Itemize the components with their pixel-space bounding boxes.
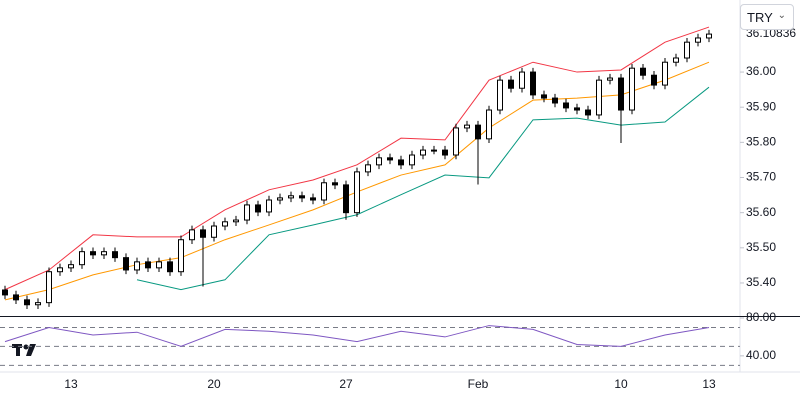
y-tick-label: 35.40 bbox=[746, 275, 776, 289]
candle-body bbox=[497, 79, 503, 111]
candle-body bbox=[618, 77, 624, 111]
y-tick-label: 35.70 bbox=[746, 170, 776, 184]
candle-body bbox=[233, 219, 239, 223]
candle-body bbox=[453, 127, 459, 156]
candle-body bbox=[585, 109, 591, 116]
candle-body bbox=[123, 257, 129, 271]
candle-body bbox=[288, 195, 294, 199]
y-tick-label: 35.50 bbox=[746, 240, 776, 254]
candle-body bbox=[167, 261, 173, 273]
candle-body bbox=[640, 67, 646, 76]
currency-select[interactable]: TRY ⌄ bbox=[740, 4, 794, 30]
candle-body bbox=[574, 107, 580, 111]
candle-body bbox=[13, 294, 19, 301]
candle-body bbox=[684, 41, 690, 59]
candle-body bbox=[310, 197, 316, 201]
candle-body bbox=[431, 149, 437, 152]
candle-body bbox=[35, 302, 41, 306]
x-tick-label: Feb bbox=[468, 377, 489, 391]
candle-body bbox=[112, 251, 118, 259]
chevron: ⌄ bbox=[777, 10, 786, 21]
x-tick-label: 27 bbox=[339, 377, 353, 391]
candle-body bbox=[222, 221, 228, 227]
y-tick-label: 35.90 bbox=[746, 99, 776, 113]
candle-body bbox=[596, 79, 602, 116]
candle-body bbox=[673, 57, 679, 63]
x-tick-label: 10 bbox=[614, 377, 628, 391]
candle-body bbox=[255, 204, 261, 213]
candle-body bbox=[508, 79, 514, 89]
candle-body bbox=[475, 124, 481, 140]
candle-body bbox=[519, 71, 525, 89]
rsi-line bbox=[4, 325, 710, 347]
candle-body bbox=[178, 239, 184, 273]
y-tick-label: 36.00 bbox=[746, 64, 776, 78]
candle-body bbox=[277, 197, 283, 201]
candle-body bbox=[46, 271, 52, 304]
candle-body bbox=[541, 94, 547, 99]
x-tick-label: 13 bbox=[64, 377, 78, 391]
candle-body bbox=[321, 182, 327, 201]
candle-body bbox=[266, 199, 272, 213]
candle-body bbox=[101, 251, 107, 256]
candle-body bbox=[387, 157, 393, 161]
y-tick-label: 40.00 bbox=[746, 348, 776, 362]
x-tick-label: 20 bbox=[207, 377, 221, 391]
candle-body bbox=[343, 184, 349, 214]
candle-body bbox=[90, 251, 96, 256]
band-line bbox=[4, 26, 710, 291]
candle-body bbox=[420, 149, 426, 156]
candle-body bbox=[629, 67, 635, 111]
candle-body bbox=[409, 154, 415, 166]
candle-body bbox=[607, 77, 613, 81]
candle-body bbox=[706, 33, 712, 39]
candle-body bbox=[651, 74, 657, 86]
candle-body bbox=[68, 264, 74, 269]
candle-body bbox=[134, 261, 140, 271]
candle-body bbox=[563, 102, 569, 109]
y-tick-label: 35.80 bbox=[746, 135, 776, 149]
candle-body bbox=[552, 97, 558, 104]
candle-body bbox=[145, 261, 151, 269]
candle-body bbox=[244, 204, 250, 221]
currency-label: TRY bbox=[747, 9, 773, 25]
candle-body bbox=[365, 164, 371, 173]
candle-body bbox=[695, 37, 701, 43]
candle-body bbox=[189, 229, 195, 241]
candle-body bbox=[211, 225, 217, 238]
candle-body bbox=[57, 267, 63, 273]
candle-body bbox=[354, 171, 360, 214]
candle-body bbox=[2, 289, 8, 296]
band-line bbox=[136, 86, 710, 291]
y-tick-label: 35.60 bbox=[746, 205, 776, 219]
candle-body bbox=[79, 251, 85, 266]
candle-body bbox=[200, 229, 206, 238]
x-tick-label: 13 bbox=[702, 377, 716, 391]
tradingview-logo bbox=[12, 344, 36, 356]
candle-body bbox=[398, 159, 404, 166]
candle-body bbox=[662, 61, 668, 86]
candle-body bbox=[156, 261, 162, 269]
candle-body bbox=[24, 299, 30, 306]
candle-body bbox=[332, 182, 338, 186]
candle-body bbox=[464, 124, 470, 129]
candle-body bbox=[376, 157, 382, 166]
y-tick-label: 80.00 bbox=[746, 310, 776, 324]
candle-body bbox=[530, 71, 536, 96]
candle-body bbox=[299, 195, 305, 199]
candle-body bbox=[486, 109, 492, 140]
candle-body bbox=[442, 149, 448, 156]
